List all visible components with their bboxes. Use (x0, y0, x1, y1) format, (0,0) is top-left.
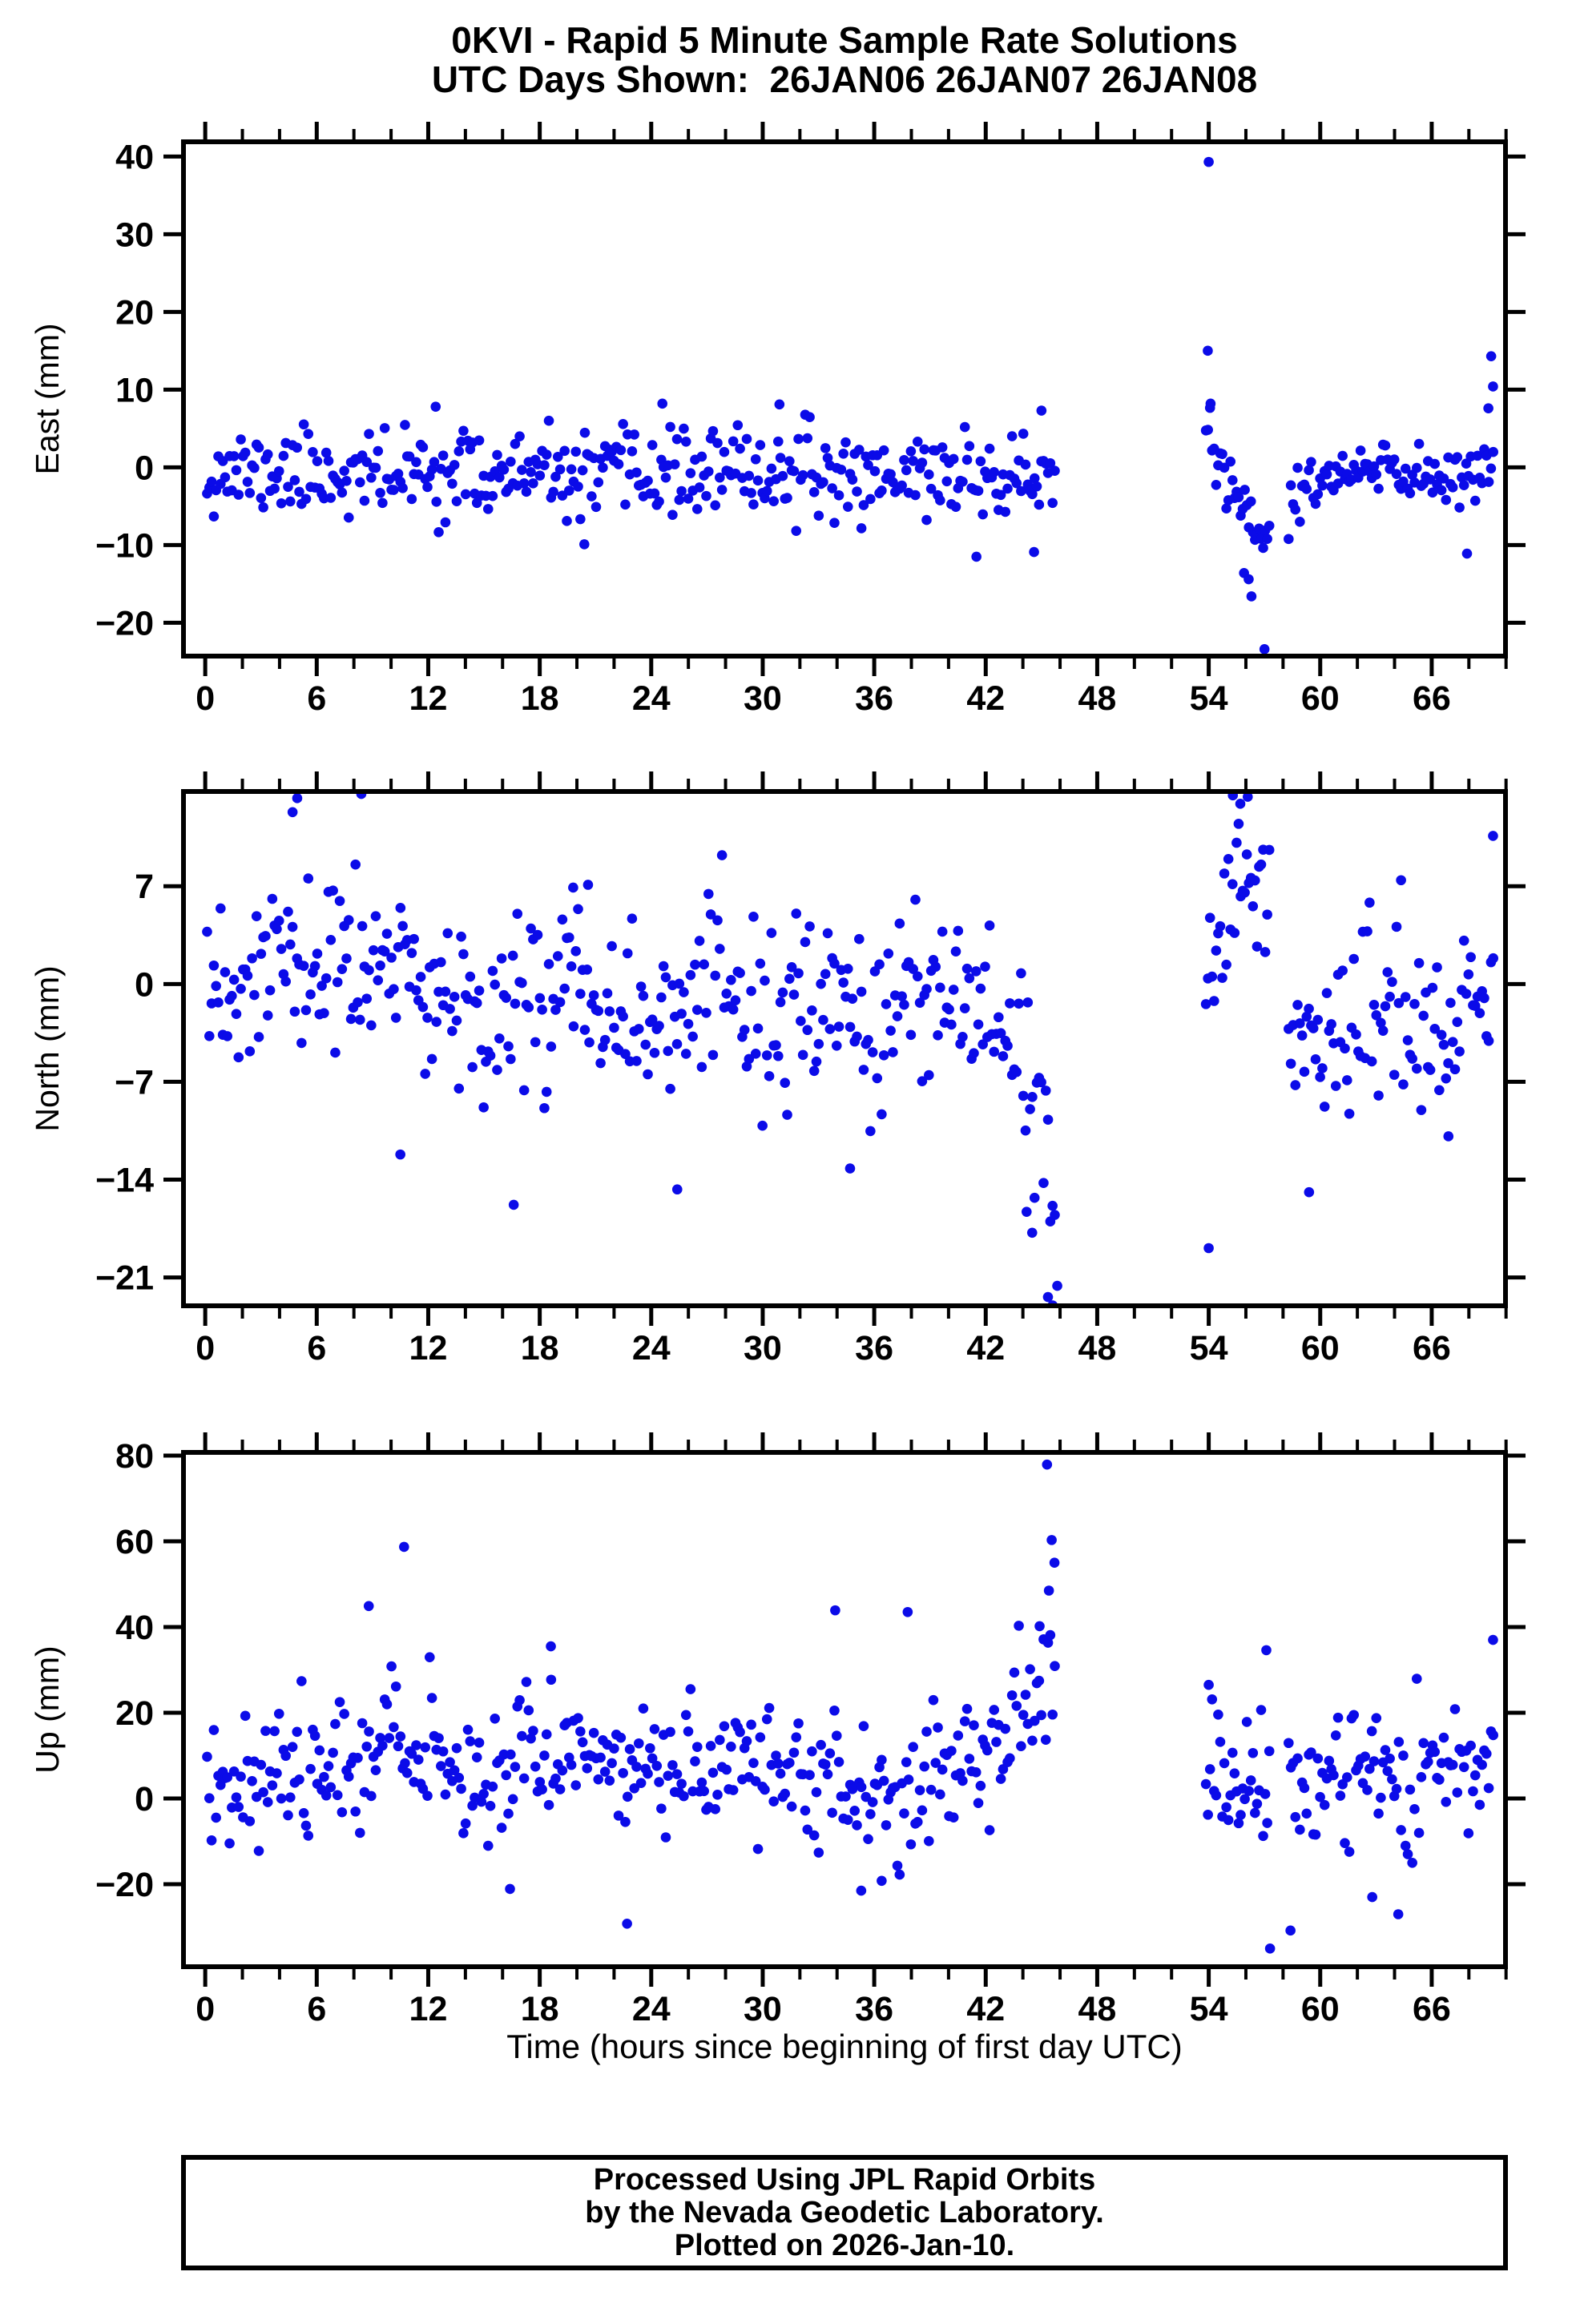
x-tick-label: 48 (1078, 1990, 1117, 2028)
footer-line: Plotted on 2026-Jan-10. (674, 2228, 1015, 2262)
x-tick-label: 24 (632, 679, 671, 718)
y-tick-label: 10 (115, 371, 154, 409)
x-tick-label: 60 (1301, 1329, 1340, 1367)
x-tick-label: 66 (1413, 1329, 1451, 1367)
north-axis-label: North (mm) (29, 965, 66, 1132)
x-tick-label: 42 (966, 679, 1005, 718)
x-tick-label: 0 (195, 1329, 215, 1367)
y-tick-label: −20 (95, 1866, 154, 1904)
y-tick-label: −21 (95, 1259, 154, 1298)
x-axis-title: Time (hours since beginning of first day… (506, 2028, 1183, 2065)
east-plot: 0 6 12 18 24 30 36 42 48 54 60 66 40 30 20 10 0 −10 −20 (95, 122, 1526, 718)
x-tick-label: 48 (1078, 1329, 1117, 1367)
y-tick-label: 0 (135, 965, 154, 1004)
x-tick-label: 30 (744, 1990, 782, 2028)
x-tick-label: 60 (1301, 1990, 1340, 2028)
x-tick-label: 54 (1190, 1329, 1228, 1367)
x-tick-label: 30 (744, 1329, 782, 1367)
up-plot: 0 6 12 18 24 30 36 42 48 54 60 66 80 60 40 20 0 −20 (95, 1432, 1526, 2028)
y-tick-label: 0 (135, 449, 154, 487)
x-tick-label: 12 (409, 1329, 448, 1367)
y-tick-label: 7 (135, 868, 154, 906)
x-tick-label: 12 (409, 1990, 448, 2028)
chart-title: 0KVI - Rapid 5 Minute Sample Rate Soluti… (451, 19, 1238, 61)
scatter-points (202, 794, 1499, 1303)
x-tick-label: 0 (195, 1990, 215, 2028)
plot-frame (181, 1450, 1508, 1969)
x-tick-label: 0 (195, 679, 215, 718)
x-tick-label: 60 (1301, 679, 1340, 718)
y-tick-label: 30 (115, 215, 154, 254)
x-tick-label: 54 (1190, 679, 1228, 718)
x-tick-label: 12 (409, 679, 448, 718)
y-tick-label: 40 (115, 138, 154, 176)
footer-box: Processed Using JPL Rapid Orbits by the … (181, 2155, 1508, 2270)
y-tick-label: −10 (95, 526, 154, 565)
y-tick-label: 40 (115, 1609, 154, 1647)
x-tick-label: 54 (1190, 1990, 1228, 2028)
y-tick-label: −7 (115, 1063, 154, 1102)
footer-line: Processed Using JPL Rapid Orbits (593, 2162, 1096, 2197)
up-axis-label: Up (mm) (29, 1645, 66, 1774)
y-tick-label: 20 (115, 1694, 154, 1733)
y-tick-label: 60 (115, 1523, 154, 1561)
x-tick-label: 6 (307, 1329, 326, 1367)
y-tick-label: −14 (95, 1162, 154, 1200)
plot-frame (181, 139, 1508, 659)
y-tick-label: 80 (115, 1437, 154, 1476)
y-tick-label: 0 (135, 1780, 154, 1819)
x-tick-label: 48 (1078, 679, 1117, 718)
east-axis-label: East (mm) (29, 323, 66, 475)
x-tick-label: 6 (307, 1990, 326, 2028)
tick-marks (163, 122, 1526, 676)
north-plot: 0 6 12 18 24 30 36 42 48 54 60 66 7 0 −7 −14 −21 (95, 771, 1526, 1367)
x-tick-label: 24 (632, 1329, 671, 1367)
footer-line: by the Nevada Geodetic Laboratory. (585, 2195, 1104, 2229)
tick-marks (163, 1432, 1526, 1987)
x-tick-label: 36 (855, 1990, 893, 2028)
scatter-points (202, 1459, 1499, 1954)
x-tick-label: 66 (1413, 1990, 1451, 2028)
y-tick-label: 20 (115, 293, 154, 332)
tick-marks (163, 771, 1526, 1326)
chart-subtitle: UTC Days Shown: 26JAN06 26JAN07 26JAN08 (431, 58, 1258, 100)
x-tick-label: 18 (521, 679, 559, 718)
x-tick-label: 18 (521, 1329, 559, 1367)
x-tick-label: 24 (632, 1990, 671, 2028)
x-tick-label: 36 (855, 1329, 893, 1367)
x-tick-label: 18 (521, 1990, 559, 2028)
plot-frame (181, 789, 1508, 1308)
y-tick-label: −20 (95, 604, 154, 642)
x-tick-label: 42 (966, 1329, 1005, 1367)
x-tick-label: 30 (744, 679, 782, 718)
x-tick-label: 66 (1413, 679, 1451, 718)
x-tick-label: 42 (966, 1990, 1005, 2028)
x-tick-label: 36 (855, 679, 893, 718)
x-tick-label: 6 (307, 679, 326, 718)
scatter-points (202, 156, 1499, 654)
